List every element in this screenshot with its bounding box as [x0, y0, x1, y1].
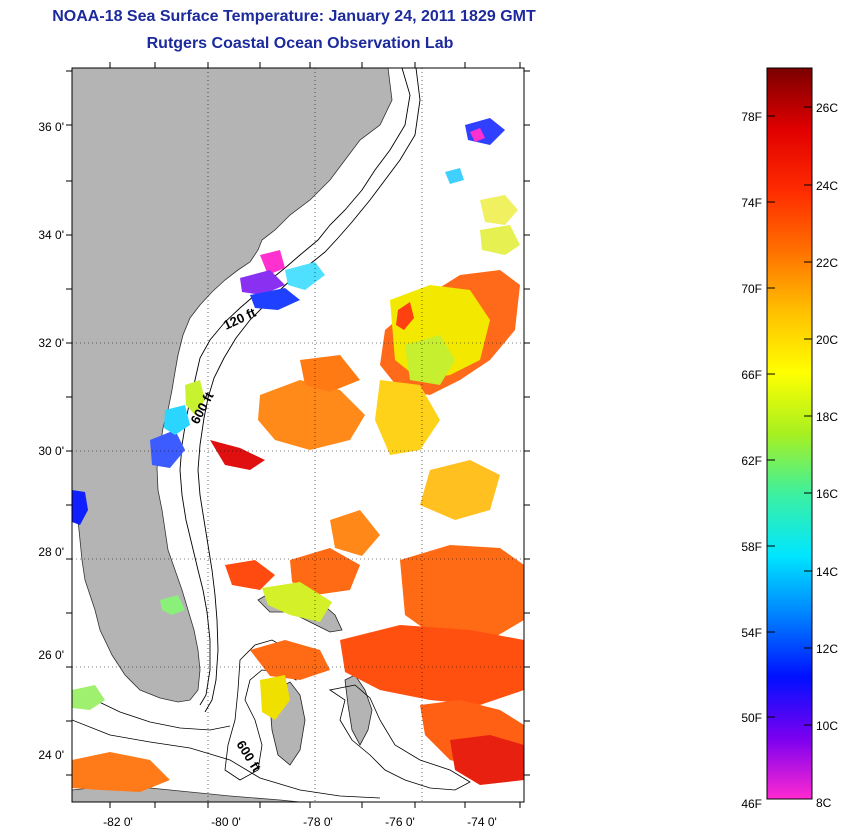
map-title: NOAA-18 Sea Surface Temperature: January… [52, 8, 536, 25]
celsius-label: 18C [816, 410, 838, 424]
fahrenheit-label: 74F [741, 196, 762, 210]
celsius-label: 8C [816, 796, 832, 810]
contour-600ft [197, 68, 421, 713]
map-subtitle: Rutgers Coastal Ocean Observation Lab [146, 35, 454, 52]
land-southeast-us [72, 68, 393, 703]
celsius-label: 16C [816, 487, 838, 501]
fahrenheit-label: 78F [741, 110, 762, 124]
land-bahamas-eleuthera [344, 674, 373, 746]
lon-label: -82 0' [103, 815, 133, 829]
fahrenheit-label: 70F [741, 282, 762, 296]
lat-label: 24 0' [38, 748, 64, 762]
fahrenheit-label: 50F [741, 711, 762, 725]
celsius-label: 22C [816, 256, 838, 270]
lon-label: -80 0' [211, 815, 241, 829]
fahrenheit-label: 58F [741, 540, 762, 554]
map-frame [71, 67, 525, 803]
celsius-label: 10C [816, 719, 838, 733]
latitude-labels: 36 0' 34 0' 32 0' 30 0' 28 0' 26 0' 24 0… [38, 120, 64, 762]
fahrenheit-labels: 78F 74F 70F 66F 62F 58F 54F 50F 46F [741, 110, 762, 811]
sst-patches [72, 118, 524, 792]
fahrenheit-label: 54F [741, 626, 762, 640]
colorbar-ticks [767, 106, 812, 726]
fahrenheit-label: 66F [741, 368, 762, 382]
lat-label: 28 0' [38, 545, 64, 559]
contour-bahamas-east [328, 684, 471, 791]
celsius-label: 26C [816, 101, 838, 115]
tick-marks [66, 62, 530, 808]
lon-label: -78 0' [303, 815, 333, 829]
lat-label: 32 0' [38, 336, 64, 350]
lat-label: 26 0' [38, 648, 64, 662]
graticule [72, 68, 524, 802]
celsius-label: 20C [816, 333, 838, 347]
lon-label: -74 0' [467, 815, 497, 829]
colorbar-gradient [766, 67, 813, 800]
lat-label: 34 0' [38, 228, 64, 242]
lat-label: 36 0' [38, 120, 64, 134]
lat-label: 30 0' [38, 444, 64, 458]
celsius-label: 12C [816, 642, 838, 656]
fahrenheit-label: 62F [741, 454, 762, 468]
celsius-labels: 26C 24C 22C 20C 18C 16C 14C 12C 10C 8C [816, 101, 838, 810]
celsius-label: 24C [816, 179, 838, 193]
contour-120ft [179, 68, 411, 706]
lon-label: -76 0' [385, 815, 415, 829]
celsius-label: 14C [816, 565, 838, 579]
longitude-labels: -82 0' -80 0' -78 0' -76 0' -74 0' [103, 815, 497, 829]
fahrenheit-label: 46F [741, 797, 762, 811]
contour-keys [72, 719, 381, 799]
